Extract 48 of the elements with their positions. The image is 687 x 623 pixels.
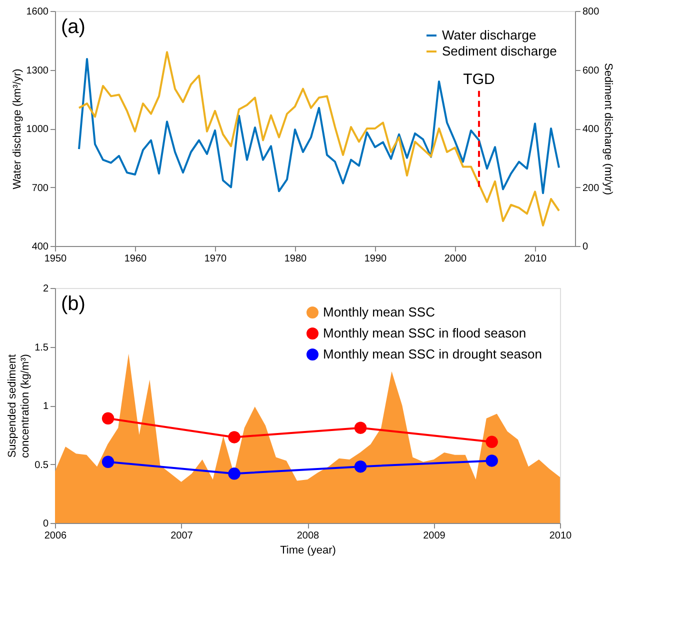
y-axis-title: Suspended sediment concentration (kg/m³) xyxy=(6,354,32,458)
x-axis-title: Time (year) xyxy=(280,544,336,556)
legend-label: Water discharge xyxy=(442,28,536,42)
x-tick-label: 1970 xyxy=(204,254,228,264)
legend-label: Monthly mean SSC xyxy=(323,304,435,320)
x-tick-label: 2009 xyxy=(423,530,446,542)
x-tick-label: 2010 xyxy=(524,254,548,264)
line-series xyxy=(78,58,560,194)
y-tick-label: 0 xyxy=(42,518,49,530)
x-tick-label: 1950 xyxy=(44,254,68,264)
x-tick-label: 2006 xyxy=(44,530,68,542)
point xyxy=(228,468,240,480)
y2-tick-label: 800 xyxy=(582,6,600,18)
point xyxy=(354,422,367,434)
annotation: (b) xyxy=(61,293,86,315)
y-tick-label: 700 xyxy=(32,182,49,194)
legend-label: Monthly mean SSC in drought season xyxy=(323,346,542,362)
y2-tick-label: 600 xyxy=(582,65,600,76)
x-tick-label: 2010 xyxy=(549,530,572,542)
y-tick-label: 400 xyxy=(32,242,49,252)
y2-axis-title: Sediment discharge (mt/yr) xyxy=(602,62,614,196)
legend-label: Sediment discharge xyxy=(442,44,557,58)
point xyxy=(102,412,114,425)
point xyxy=(486,454,498,467)
y-tick-label: 0.5 xyxy=(34,460,49,471)
y-axis-title: Water discharge (km³/yr) xyxy=(11,68,24,190)
y-tick-label: 2 xyxy=(42,284,49,294)
point xyxy=(486,436,498,448)
y-tick-label: 1.5 xyxy=(34,342,49,354)
x-tick-label: 2000 xyxy=(444,254,468,264)
point xyxy=(354,460,367,473)
point xyxy=(102,456,114,468)
y-tick-label: 1 xyxy=(42,401,49,412)
y2-tick-label: 400 xyxy=(582,124,600,135)
y-tick-label: 1600 xyxy=(26,6,49,18)
point xyxy=(228,431,240,444)
y-tick-label: 1000 xyxy=(26,124,49,135)
y2-tick-label: 0 xyxy=(582,242,588,252)
x-tick-label: 2007 xyxy=(170,530,194,542)
annotation: (a) xyxy=(61,16,86,38)
x-tick-label: 2008 xyxy=(296,530,320,542)
x-tick-label: 1980 xyxy=(284,254,308,264)
ref-line-label: TGD xyxy=(463,70,495,88)
legend-label: Monthly mean SSC in flood season xyxy=(323,326,526,340)
y2-tick-label: 200 xyxy=(582,182,600,194)
x-tick-label: 1960 xyxy=(124,254,148,264)
x-tick-label: 1990 xyxy=(364,254,388,264)
y-tick-label: 1300 xyxy=(26,65,49,76)
